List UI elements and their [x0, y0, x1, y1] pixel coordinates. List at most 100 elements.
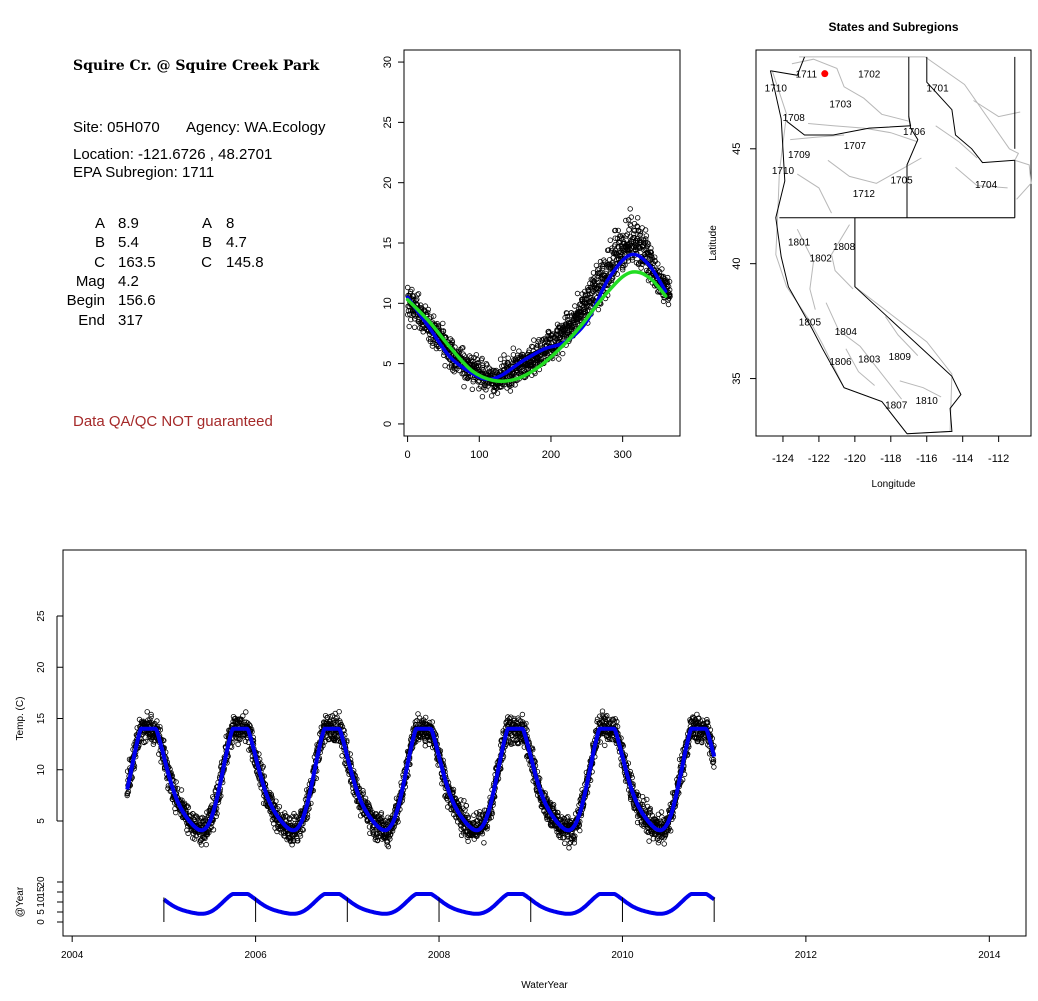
data-point	[501, 352, 507, 358]
param-value: 156.6	[118, 292, 156, 310]
y2-tick-label: 20	[36, 876, 47, 888]
data-point	[632, 244, 639, 251]
data-point	[588, 290, 595, 296]
x-tick-label: 2010	[611, 950, 634, 961]
data-point	[655, 268, 661, 274]
data-point	[625, 258, 632, 264]
y-tick-label: 15	[382, 237, 394, 249]
data-point	[660, 298, 667, 305]
y-tick-label: 20	[36, 661, 47, 673]
data-point	[462, 375, 468, 381]
data-point	[501, 360, 508, 366]
data-point	[587, 298, 593, 304]
data-point	[339, 753, 345, 759]
param-value: 317	[118, 311, 144, 329]
data-point	[411, 316, 418, 322]
data-point	[458, 797, 464, 803]
data-point	[488, 393, 495, 399]
data-point	[486, 365, 492, 371]
data-point	[565, 814, 571, 820]
data-point	[623, 217, 629, 224]
data-point	[405, 284, 411, 291]
y2-tick-label: 5	[36, 909, 47, 915]
data-point	[427, 336, 434, 342]
x-tick-label: 200	[542, 449, 560, 461]
data-point	[618, 235, 625, 241]
data-point	[470, 377, 477, 383]
site-id: Site: 05H070	[73, 119, 160, 136]
data-point	[243, 709, 249, 715]
y2-axis-label: @Year	[15, 886, 26, 917]
data-point	[585, 285, 591, 291]
y-tick-label: 0	[382, 421, 394, 427]
data-point	[498, 384, 505, 390]
data-point	[509, 382, 515, 388]
param-label: B	[94, 234, 105, 252]
y-tick-label: 10	[382, 297, 394, 309]
data-point	[407, 311, 413, 317]
data-point	[440, 320, 446, 327]
data-point	[417, 325, 423, 331]
data-point	[560, 350, 566, 357]
param-value: 4.7	[226, 234, 247, 252]
data-point	[636, 237, 643, 243]
param-label: A	[201, 215, 212, 232]
data-point	[537, 341, 544, 347]
param-value: 4.2	[118, 272, 139, 290]
y2-tick-label: 0	[36, 919, 47, 925]
x-tick-label: 100	[470, 449, 488, 461]
param-value: 145.8	[226, 253, 264, 271]
param-label: C	[94, 253, 105, 271]
x-tick-label: 2006	[244, 950, 267, 961]
x-tick-label: 0	[405, 449, 411, 461]
param-label: End	[78, 311, 105, 329]
data-point	[658, 809, 665, 815]
site-title: Squire Cr. @ Squire Creek Park	[73, 58, 320, 74]
data-point	[510, 345, 516, 351]
data-point	[465, 358, 472, 364]
y-tick-label: 30	[382, 56, 394, 68]
data-point	[577, 827, 583, 834]
x-tick-label: 300	[613, 449, 631, 461]
x-tick-label: 2014	[978, 950, 1001, 961]
data-point	[625, 217, 632, 223]
y-tick-label: 20	[382, 177, 394, 189]
data-point	[661, 841, 667, 847]
y-tick-label: 25	[382, 116, 394, 128]
data-point	[572, 312, 578, 318]
data-point	[479, 394, 486, 400]
data-point	[562, 840, 568, 846]
data-point	[479, 366, 485, 372]
data-point	[469, 386, 475, 392]
y-tick-label: 15	[36, 713, 47, 725]
param-value: 163.5	[118, 253, 156, 271]
data-point	[446, 364, 453, 370]
data-point	[519, 711, 526, 718]
param-value: 5.4	[118, 234, 139, 252]
data-point	[643, 233, 650, 239]
location: Location: -121.6726 , 48.2701	[73, 146, 273, 163]
data-point	[556, 356, 562, 362]
data-point	[711, 764, 717, 770]
data-point	[590, 270, 597, 276]
data-point	[602, 742, 608, 749]
data-point	[630, 238, 637, 245]
data-point	[336, 709, 342, 715]
data-point	[566, 840, 573, 847]
data-point	[546, 334, 552, 340]
x-tick-label: 2004	[61, 950, 84, 961]
data-point	[203, 841, 209, 848]
data-point	[638, 265, 644, 271]
data-point	[620, 267, 626, 273]
data-point	[466, 353, 473, 359]
y-tick-label: 25	[36, 610, 47, 622]
plot-frame	[62, 549, 1027, 937]
data-point	[630, 231, 637, 237]
data-point	[581, 306, 587, 313]
param-value: 8	[226, 215, 235, 232]
data-point	[646, 838, 652, 844]
data-point	[605, 247, 611, 253]
data-point	[628, 214, 634, 220]
